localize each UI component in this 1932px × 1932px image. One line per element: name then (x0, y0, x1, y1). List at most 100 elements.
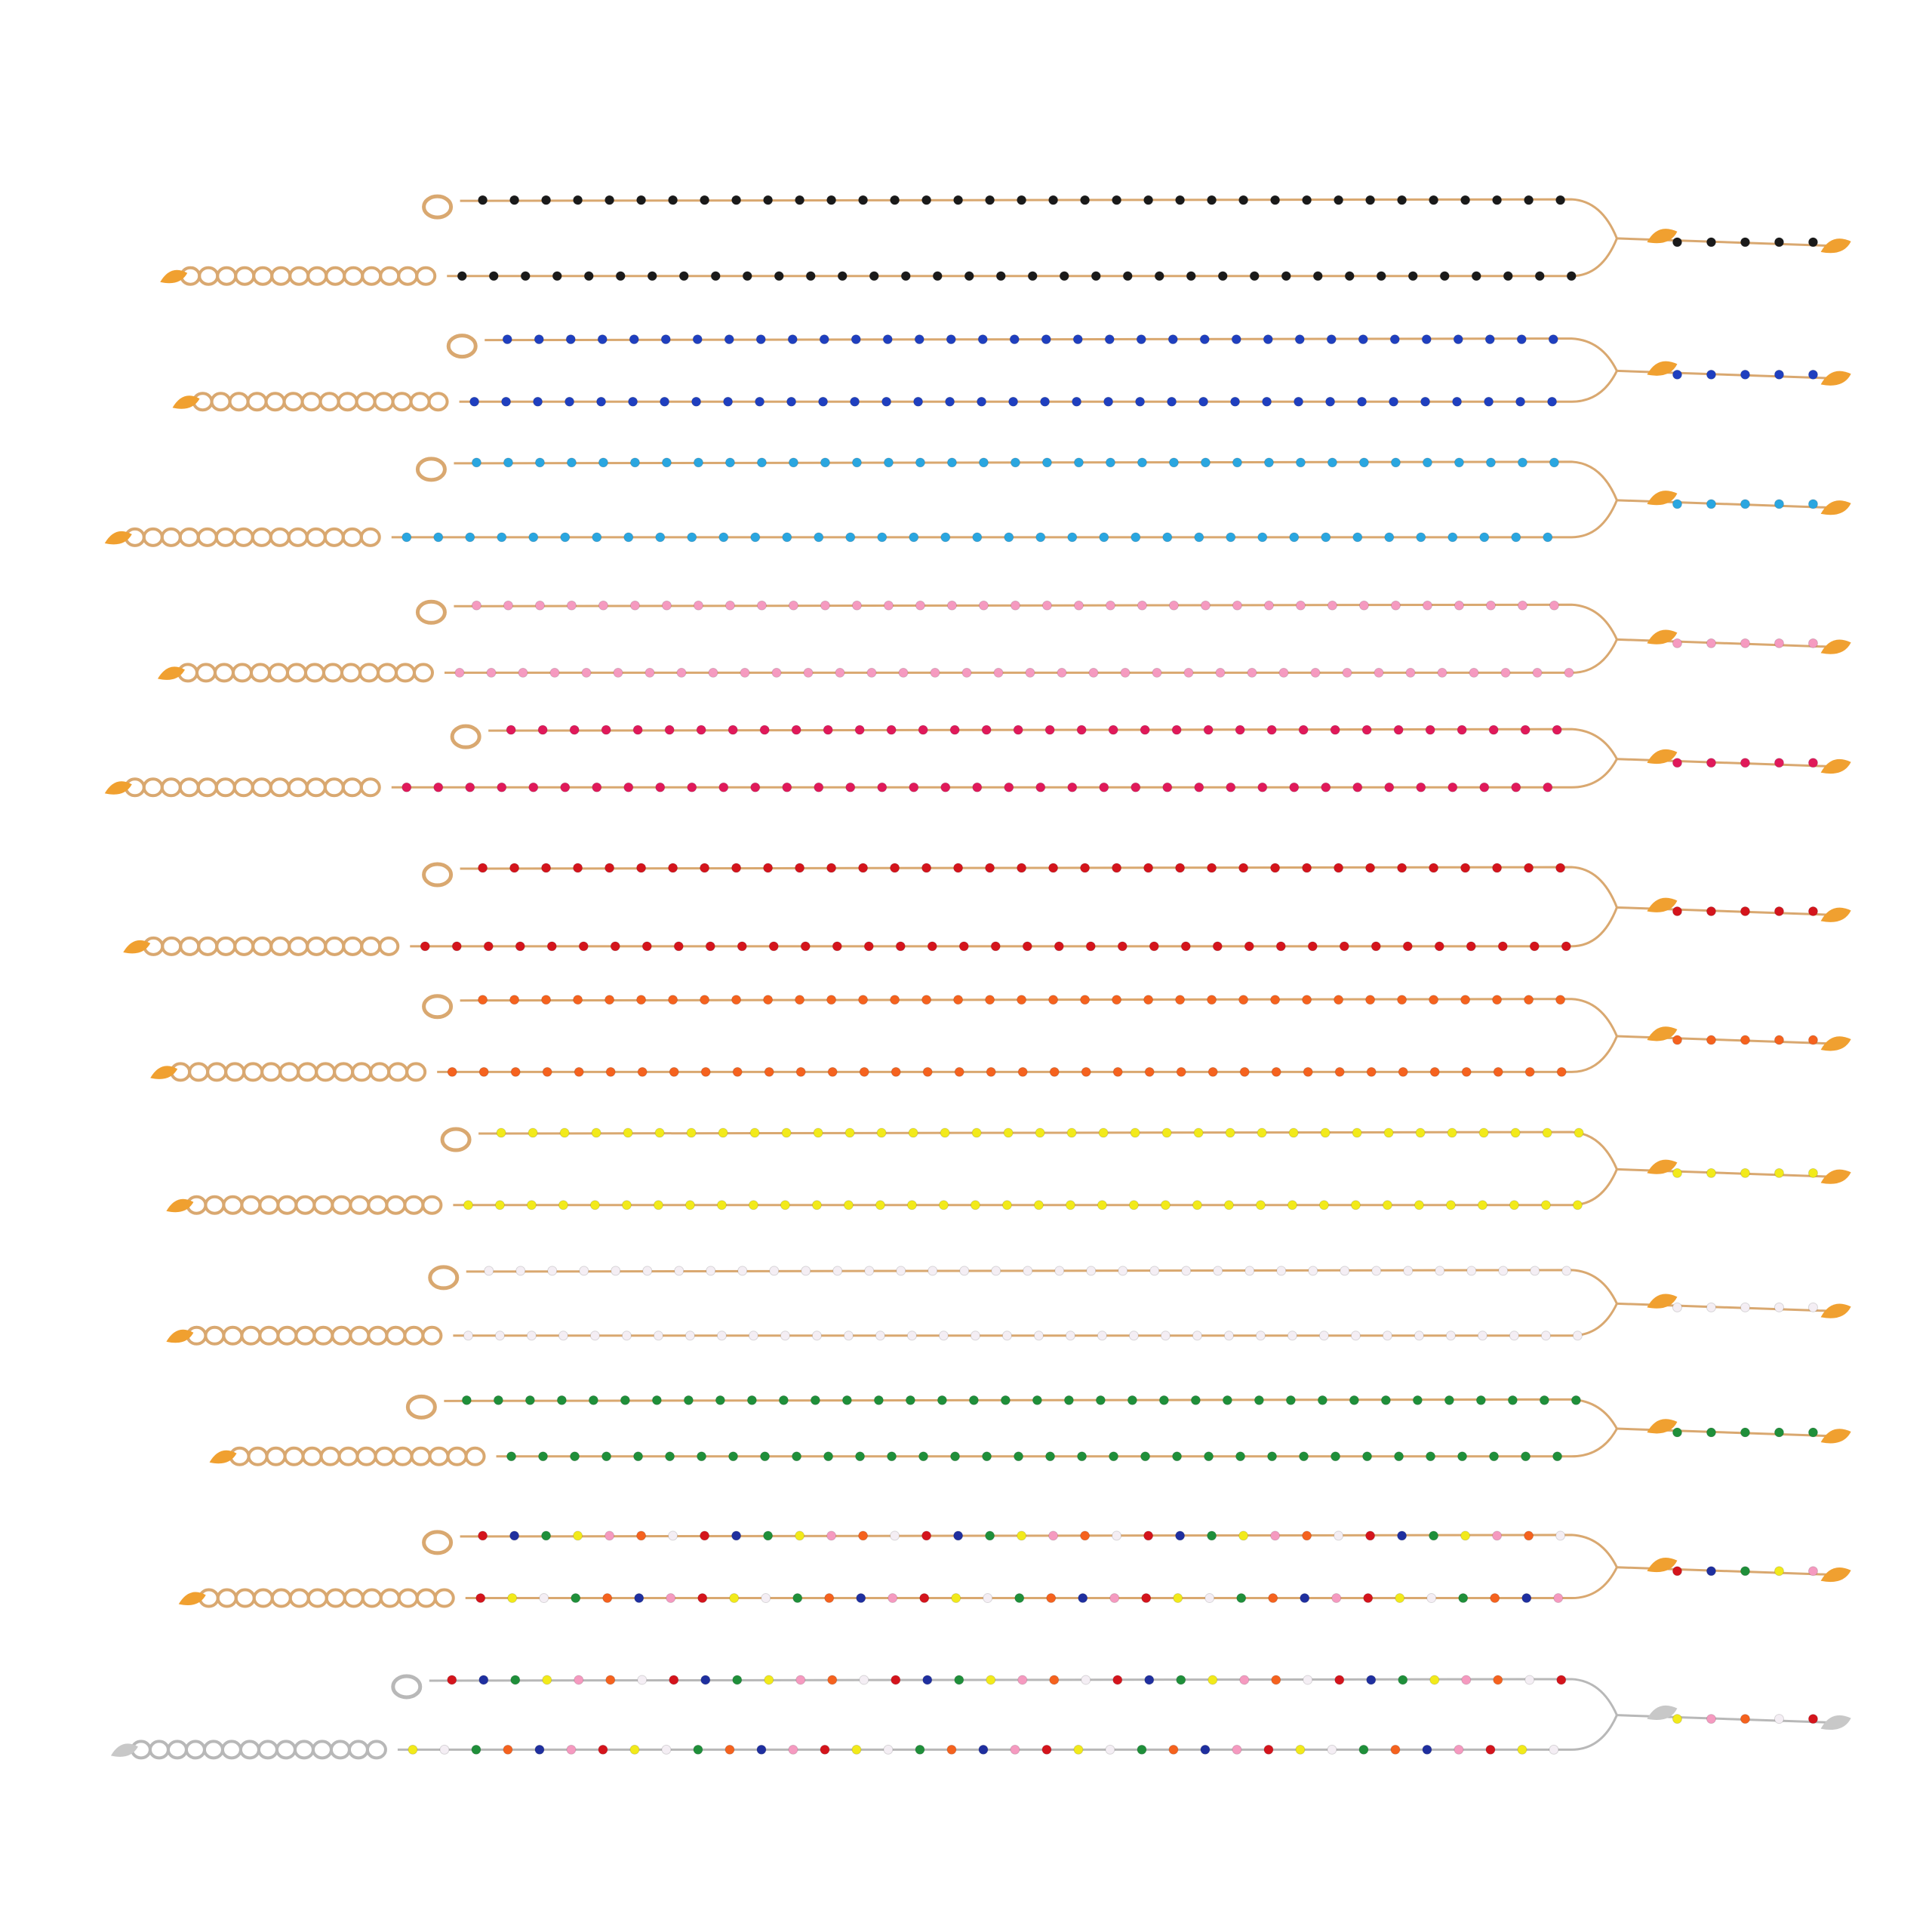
bead (1207, 1531, 1217, 1541)
bead (1555, 863, 1566, 873)
bead (654, 1128, 665, 1138)
bead (1238, 195, 1249, 205)
bead (1774, 1168, 1784, 1178)
bead (1308, 1266, 1318, 1276)
bead (1524, 1066, 1535, 1077)
bead (1014, 1593, 1025, 1604)
bead (732, 1066, 743, 1077)
bead (1263, 457, 1274, 468)
bead (549, 667, 560, 678)
bead (478, 863, 488, 873)
bead (1489, 1451, 1500, 1462)
bead (1143, 863, 1154, 873)
bead (571, 1593, 581, 1604)
bead (637, 1675, 648, 1685)
bead (932, 271, 943, 281)
bead (693, 1744, 703, 1755)
bead (601, 724, 611, 735)
bead (454, 667, 465, 678)
bead (1067, 532, 1078, 543)
bead (1048, 995, 1059, 1005)
bead (1152, 667, 1162, 678)
bead (913, 396, 924, 407)
bead (716, 1331, 727, 1341)
extender-link (264, 392, 286, 412)
bead (1275, 941, 1286, 952)
bead (1365, 863, 1376, 873)
bead (1365, 195, 1376, 205)
bead (742, 271, 752, 281)
bead (769, 1266, 780, 1276)
bead (731, 995, 742, 1005)
bead (534, 1744, 545, 1755)
bead (1112, 195, 1122, 205)
bead (921, 995, 932, 1005)
extender-link (385, 1195, 407, 1215)
bead (558, 1331, 568, 1341)
chain-upper (460, 198, 1618, 239)
bead (1085, 941, 1096, 952)
extender-link (228, 392, 250, 412)
bead (981, 724, 992, 735)
extender-link (257, 1740, 278, 1760)
bead (763, 995, 774, 1005)
bead (1207, 195, 1217, 205)
bead (666, 1593, 676, 1604)
leaf-charm-icon (1647, 491, 1678, 506)
chain-upper (488, 728, 1618, 760)
bead (1706, 237, 1716, 248)
bead (494, 1331, 505, 1341)
extender-link (378, 936, 400, 956)
bead (985, 863, 995, 873)
extender-link (215, 936, 237, 956)
bead (951, 1593, 961, 1604)
bead (1403, 1266, 1414, 1276)
bead (525, 1395, 535, 1405)
bead (826, 195, 837, 205)
bead (1460, 863, 1471, 873)
leaf-charm-icon (1647, 1294, 1678, 1309)
bead (1199, 334, 1210, 345)
bead (883, 457, 894, 468)
extender-link (369, 1062, 391, 1082)
bead (541, 995, 552, 1005)
bead (558, 1200, 568, 1211)
bead (1460, 195, 1471, 205)
bead (1175, 863, 1186, 873)
bead (1706, 638, 1716, 648)
bead (863, 941, 874, 952)
bead (1352, 782, 1363, 792)
bead (858, 1531, 869, 1541)
bead (908, 1128, 918, 1138)
bead (1740, 1168, 1750, 1178)
bead (645, 667, 655, 678)
bead (985, 1531, 995, 1541)
bead (570, 1451, 580, 1462)
bead (1429, 1066, 1440, 1077)
bead (620, 1395, 630, 1405)
bead (636, 195, 647, 205)
bead (1109, 1593, 1120, 1604)
bead (1268, 1593, 1278, 1604)
bead (780, 1200, 790, 1211)
bead (895, 941, 906, 952)
bead (746, 1395, 757, 1405)
bead (1429, 995, 1439, 1005)
bead (990, 941, 1001, 952)
bead (1331, 1593, 1342, 1604)
bead (1672, 1302, 1682, 1312)
bead (1072, 396, 1082, 407)
bead (750, 782, 761, 792)
bead (919, 1593, 930, 1604)
bead (826, 995, 837, 1005)
bead (1460, 995, 1471, 1005)
bead (1312, 271, 1323, 281)
extender-link (246, 392, 268, 412)
bead (1112, 863, 1122, 873)
bead (786, 396, 797, 407)
chain-lower (496, 1428, 1618, 1458)
bead (1807, 638, 1818, 648)
bead (1706, 369, 1716, 380)
bead (837, 271, 848, 281)
bead (401, 782, 412, 792)
